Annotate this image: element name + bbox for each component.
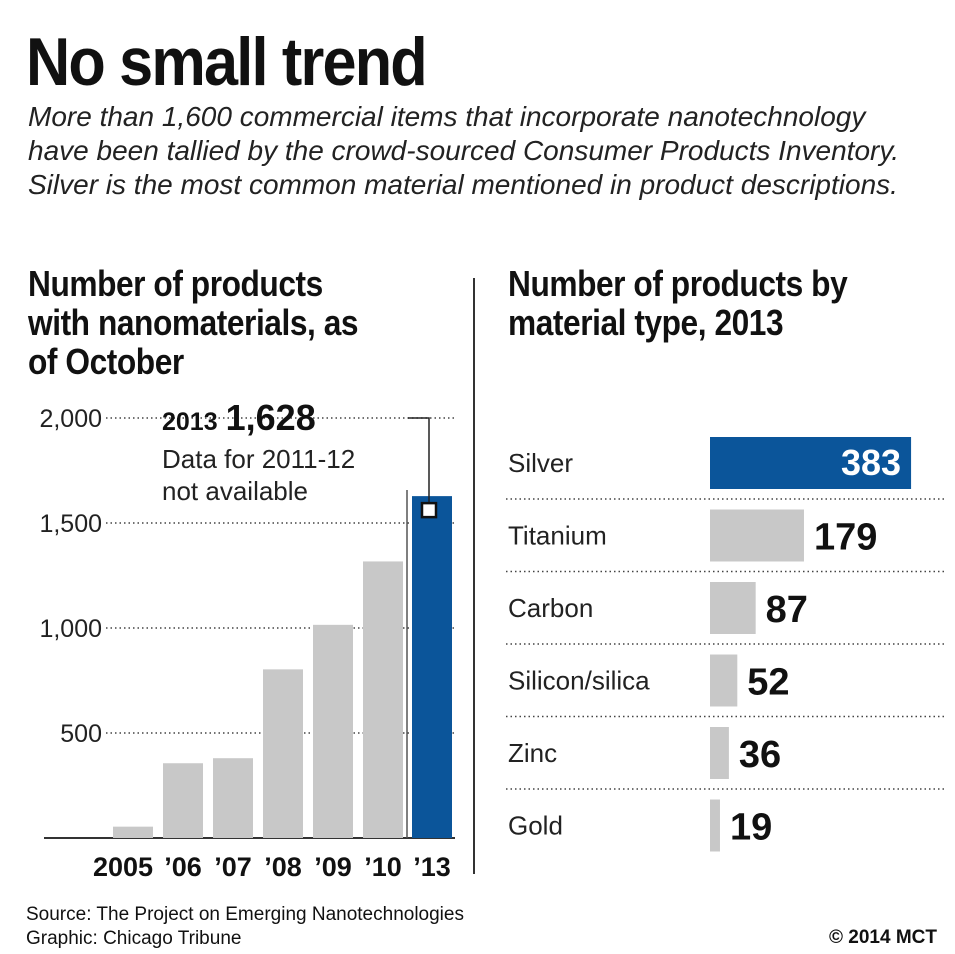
bar <box>710 582 756 634</box>
category-label: Silicon/silica <box>508 666 650 696</box>
source-note: Source: The Project on Emerging Nanotech… <box>26 903 464 951</box>
category-label: Zinc <box>508 738 557 768</box>
x-tick-label: 2005 <box>93 852 153 882</box>
annotation-value: 1,628 <box>226 397 316 438</box>
bar <box>412 496 452 838</box>
source-text: Source: The Project on Emerging Nanotech… <box>26 904 464 925</box>
annotation-marker <box>420 501 438 519</box>
x-tick-label: ’07 <box>214 852 252 882</box>
category-label: Carbon <box>508 593 593 623</box>
category-label: Gold <box>508 811 563 841</box>
chart-title: No small trend <box>26 24 428 100</box>
annotation-headline: 2013 1,628 <box>162 397 316 438</box>
chart-subtitle: More than 1,600 commercial items that in… <box>28 101 900 200</box>
annotation-note: not available <box>162 476 308 506</box>
value-label: 383 <box>841 442 901 483</box>
graphic-credit: Graphic: Chicago Tribune <box>26 928 242 949</box>
value-label: 52 <box>747 662 789 704</box>
bar <box>710 727 729 779</box>
y-tick-label: 1,500 <box>39 510 102 538</box>
copyright: © 2014 MCT <box>829 927 937 948</box>
y-tick-label: 1,000 <box>39 615 102 643</box>
x-tick-label: ’10 <box>364 852 402 882</box>
x-tick-label: ’09 <box>314 852 352 882</box>
y-tick-label: 500 <box>60 720 102 748</box>
bar <box>710 437 912 489</box>
bar <box>363 561 403 838</box>
annotation-year: 2013 <box>162 408 218 436</box>
x-tick-label: ’13 <box>413 852 451 882</box>
value-label: 36 <box>739 734 781 776</box>
bar <box>710 509 804 562</box>
bar <box>113 826 153 838</box>
category-label: Silver <box>508 448 573 478</box>
annotation-leader <box>408 417 430 511</box>
x-tick-label: ’06 <box>164 852 202 882</box>
y-tick-label: 2,000 <box>39 405 102 433</box>
bar <box>313 624 353 838</box>
right-panel-title: Number of products by material type, 201… <box>508 263 848 343</box>
bar <box>163 763 203 838</box>
panel-divider <box>473 278 475 874</box>
value-label: 87 <box>766 589 808 631</box>
category-label: Titanium <box>508 521 607 551</box>
bar <box>710 799 720 852</box>
value-label: 19 <box>730 807 772 849</box>
left-panel-title: Number of products with nanomaterials, a… <box>28 263 359 382</box>
x-tick-label: ’08 <box>264 852 302 882</box>
annotation-note: Data for 2011-12 <box>162 444 355 474</box>
bar <box>710 654 738 707</box>
products-by-material-chart: Silver 383 Titanium 179 Carbon 87 Silicon/sili… <box>506 437 946 852</box>
value-label: 179 <box>814 517 877 559</box>
bar <box>213 758 253 838</box>
products-by-year-chart: 500 1,000 1,500 2,000 2005 ’06 ’07 ’08 ’09 ’10 ’13… <box>39 397 455 882</box>
bar <box>263 669 303 838</box>
